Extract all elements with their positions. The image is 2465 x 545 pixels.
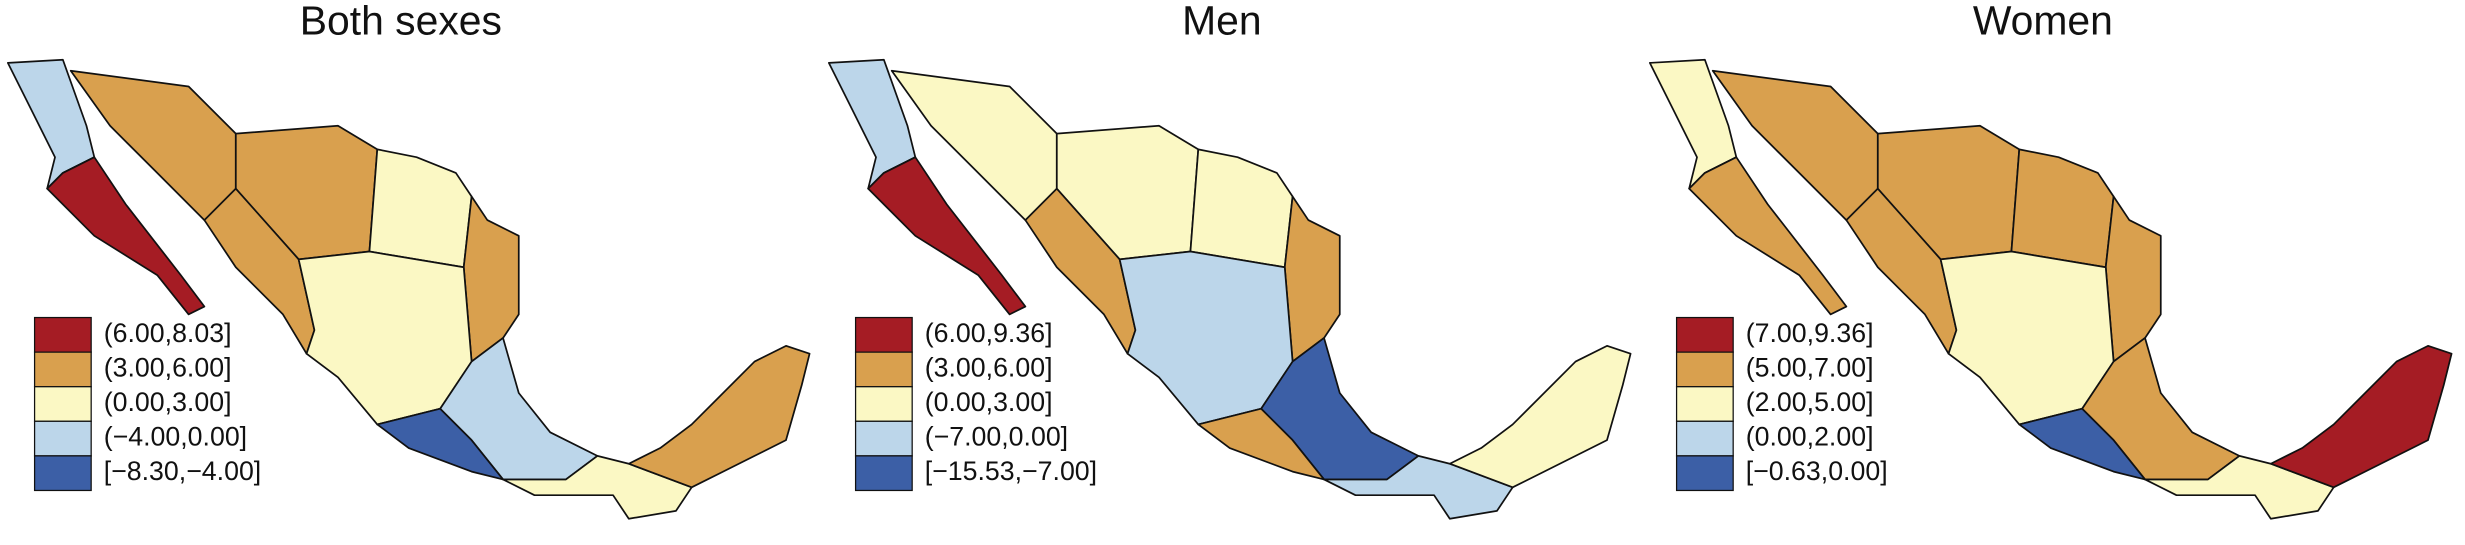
legend-swatch [1675, 351, 1734, 388]
legend-label: [−8.30,−4.00] [104, 456, 261, 486]
legend-swatch [1675, 455, 1734, 492]
legend-label: (2.00,5.00] [1746, 387, 1874, 417]
legend-label: (6.00,9.36] [925, 318, 1053, 348]
panel-title: Men [1182, 0, 1261, 43]
legend-swatch [33, 386, 92, 422]
region [1939, 250, 2115, 426]
legend-label: (0.00,3.00] [925, 387, 1053, 417]
region [1283, 195, 1341, 363]
region [867, 156, 1027, 316]
region [627, 344, 811, 489]
region [368, 148, 473, 269]
legend-swatch [1675, 420, 1734, 457]
region [2010, 148, 2115, 269]
region [2269, 344, 2453, 489]
legend-label: (0.00,3.00] [104, 387, 232, 417]
legend-swatch [854, 420, 913, 457]
legend-label: (6.00,8.03] [104, 318, 232, 348]
legend-swatch [854, 316, 913, 353]
legend-swatch [33, 455, 92, 492]
region [1688, 156, 1848, 316]
region [46, 156, 206, 316]
panel-title: Women [1973, 0, 2113, 43]
region [2144, 455, 2335, 520]
panel-title: Both sexes [300, 0, 502, 43]
map-panel: Both sexes (6.00,8.03] (3.00,6.00] (0.00,3.… [6, 0, 811, 520]
legend-swatch [1675, 386, 1734, 422]
region [1448, 344, 1632, 489]
legend-label: [−0.63,0.00] [1746, 456, 1888, 486]
map-panel: Men (6.00,9.36] (3.00,6.00] (0.00,3.00] (−7.… [827, 0, 1632, 520]
legend-swatch [854, 386, 913, 422]
legend-label: (−4.00,0.00] [104, 422, 247, 452]
region [502, 455, 693, 520]
legend-label: [−15.53,−7.00] [925, 456, 1097, 486]
region [1189, 148, 1294, 269]
legend-label: (7.00,9.36] [1746, 318, 1874, 348]
legend-swatch [1675, 316, 1734, 353]
legend-label: (−7.00,0.00] [925, 422, 1068, 452]
legend-swatch [854, 351, 913, 388]
legend-swatch [33, 316, 92, 353]
map-panel: Women (7.00,9.36] (5.00,7.00] (2.00,5.00] (0… [1648, 0, 2453, 520]
legend-swatch [33, 351, 92, 388]
region [297, 250, 473, 426]
region [1323, 455, 1514, 520]
legend-label: (0.00,2.00] [1746, 422, 1874, 452]
legend-label: (5.00,7.00] [1746, 352, 1874, 382]
legend-swatch [854, 455, 913, 492]
region [1118, 250, 1294, 426]
region [2104, 195, 2162, 363]
legend-label: (3.00,6.00] [925, 352, 1053, 382]
region [462, 195, 520, 363]
legend-label: (3.00,6.00] [104, 352, 232, 382]
legend-swatch [33, 420, 92, 457]
